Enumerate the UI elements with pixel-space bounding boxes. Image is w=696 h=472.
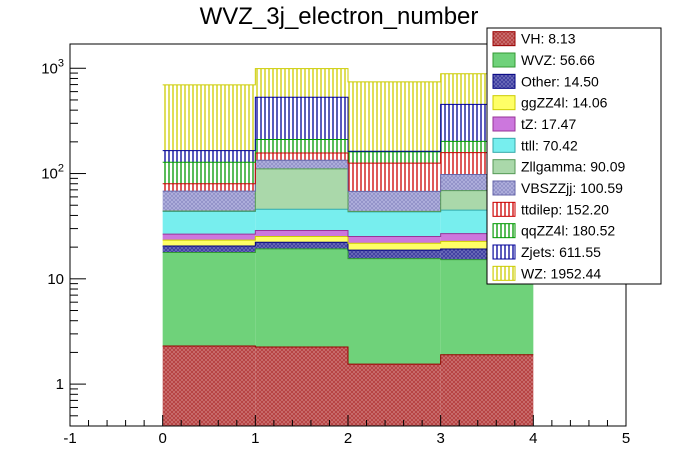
x-tick-label: -1: [63, 430, 76, 447]
bar-vh-bin-3: [440, 354, 534, 426]
bar-vbszzjj-bin-0: [162, 191, 256, 211]
legend-label-tz: tZ: 17.47: [521, 116, 576, 132]
series-outline-wz: [162, 68, 534, 86]
series-outline-other: [162, 241, 534, 251]
bar-wvz-bin-0: [162, 252, 256, 347]
bar-ttdilep-bin-0: [162, 183, 256, 192]
bar-wvz-bin-1: [255, 248, 348, 348]
bar-ttdilep-bin-1: [255, 152, 348, 161]
chart-title: WVZ_3j_electron_number: [200, 3, 479, 30]
bar-qqzz4l-bin-2: [348, 151, 441, 164]
legend-box: [486, 27, 662, 285]
bar-wvz-bin-2: [348, 258, 441, 365]
bar-tz-bin-1: [255, 230, 348, 237]
legend-swatch-wz: [492, 265, 516, 281]
legend-swatch-wvz: [492, 52, 516, 68]
x-tick-label: 0: [158, 430, 166, 447]
bar-vh-bin-2: [348, 364, 441, 426]
series-outline-vbszzjj: [162, 159, 534, 192]
bar-zllgamma-bin-1: [255, 168, 348, 210]
bar-zjets-bin-0: [162, 150, 256, 163]
legend-label-ttdilep: ttdilep: 152.20: [521, 201, 609, 217]
series-outline-vh: [162, 345, 534, 365]
legend-swatch-ggzz4l: [492, 95, 516, 111]
bar-ggzz4l-bin-0: [162, 240, 256, 247]
bar-wz-bin-2: [348, 81, 441, 152]
bar-other-bin-2: [348, 250, 441, 259]
bar-vbszzjj-bin-1: [255, 160, 348, 169]
bar-ggzz4l-bin-2: [348, 243, 441, 251]
legend-label-ggzz4l: ggZZ4l: 14.06: [521, 95, 608, 111]
y-tick-label: 10: [47, 271, 64, 288]
legend-label-wvz: WVZ: 56.66: [521, 52, 595, 68]
legend-swatch-tz: [492, 116, 516, 132]
histogram-stacks: [162, 68, 534, 426]
x-tick-label: 1: [251, 430, 259, 447]
legend-swatch-vh: [492, 31, 516, 47]
bar-vbszzjj-bin-2: [348, 191, 441, 212]
y-tick-label: 103: [41, 57, 64, 77]
y-tick-label: 1: [56, 376, 64, 393]
legend-label-other: Other: 14.50: [521, 73, 599, 89]
x-tick-label: 3: [436, 430, 444, 447]
series-outline-tz: [162, 230, 534, 237]
x-tick-label: 2: [344, 430, 352, 447]
bar-wz-bin-1: [255, 68, 348, 98]
series-outline-zjets: [162, 96, 534, 152]
bar-ttll-bin-2: [348, 211, 441, 237]
legend: VH: 8.13 WVZ: 56.66 Other: 14.50 ggZZ4l: 14…: [486, 27, 662, 285]
bar-zjets-bin-1: [255, 97, 348, 140]
bar-tz-bin-0: [162, 234, 256, 241]
legend-swatch-vbszzjj: [492, 180, 516, 196]
legend-label-zjets: Zjets: 611.55: [521, 244, 601, 260]
legend-swatch-qqzz4l: [492, 223, 516, 239]
legend-swatch-other: [492, 73, 516, 89]
x-tick-label: 5: [622, 430, 630, 447]
bar-vh-bin-0: [162, 346, 256, 426]
bar-other-bin-1: [255, 242, 348, 249]
x-tick-label: 4: [529, 430, 537, 447]
legend-swatch-zjets: [492, 244, 516, 260]
series-outline-ttdilep: [162, 152, 534, 185]
bar-wz-bin-0: [162, 84, 256, 151]
series-outline-ggzz4l: [162, 235, 534, 244]
legend-label-ttll: ttll: 70.42: [521, 137, 578, 153]
bar-qqzz4l-bin-0: [162, 162, 256, 184]
legend-swatch-zllgamma: [492, 159, 516, 175]
legend-label-qqzz4l: qqZZ4l: 180.52: [521, 223, 615, 239]
bar-ggzz4l-bin-1: [255, 236, 348, 243]
x-axis: -1 0 1 2 3 4 5: [63, 415, 630, 447]
bar-ttll-bin-1: [255, 209, 348, 231]
legend-label-vh: VH: 8.13: [521, 31, 576, 47]
y-axis: 1 10 102 103: [41, 57, 86, 427]
bar-other-bin-0: [162, 246, 256, 253]
legend-label-zllgamma: Zllgamma: 90.09: [521, 159, 625, 175]
bar-vh-bin-1: [255, 347, 348, 426]
legend-label-vbszzjj: VBSZZjj: 100.59: [521, 180, 623, 196]
bar-ttll-bin-0: [162, 211, 256, 235]
bar-ttdilep-bin-2: [348, 163, 441, 192]
legend-swatch-ttdilep: [492, 201, 516, 217]
bar-tz-bin-2: [348, 236, 441, 244]
y-tick-label: 102: [41, 163, 64, 183]
bar-qqzz4l-bin-1: [255, 139, 348, 153]
legend-label-wz: WZ: 1952.44: [521, 265, 601, 281]
series-outline-wvz: [162, 248, 534, 261]
legend-swatch-ttll: [492, 137, 516, 153]
